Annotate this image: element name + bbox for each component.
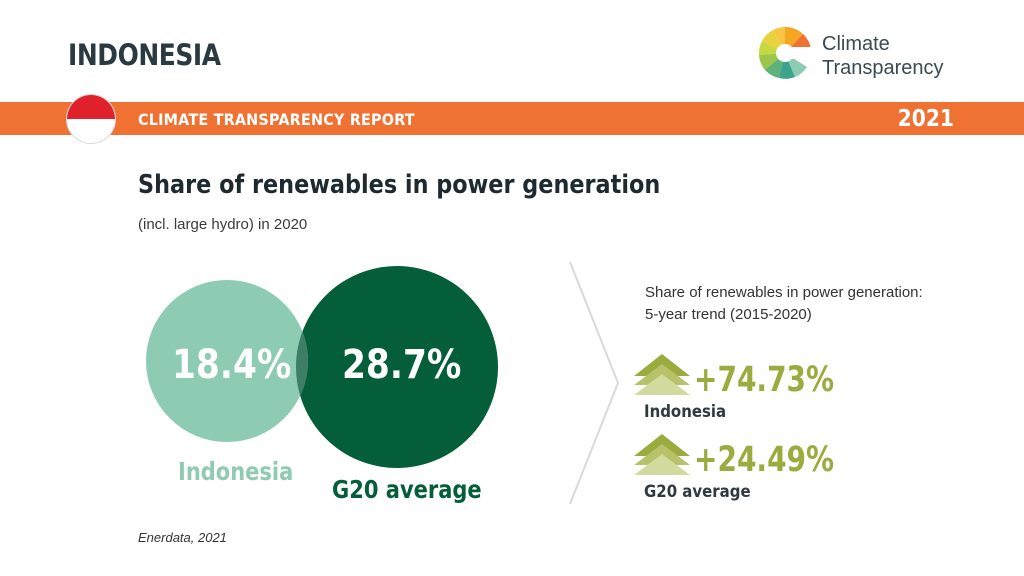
trend-item-g20: +24.49% G20 average <box>634 434 934 504</box>
logo-text-line1: Climate <box>822 33 890 55</box>
trend-value: +74.73% <box>694 360 835 400</box>
climate-transparency-logo: Climate Transparency <box>758 26 968 86</box>
up-arrow-icon <box>634 354 690 395</box>
indonesia-label: Indonesia <box>178 457 294 486</box>
indonesia-flag-icon <box>66 94 116 144</box>
country-title: INDONESIA <box>68 38 221 72</box>
indonesia-circle <box>146 280 308 442</box>
banner-title: CLIMATE TRANSPARENCY REPORT <box>138 110 415 129</box>
trend-label: Indonesia <box>644 402 727 422</box>
up-arrow-icon <box>634 434 690 475</box>
source-note: Enerdata, 2021 <box>138 530 227 545</box>
trend-title-line2: 5-year trend (2015-2020) <box>645 306 812 323</box>
chevron-divider <box>569 261 620 505</box>
trend-title: Share of renewables in power generation:… <box>645 282 985 326</box>
trend-label: G20 average <box>644 482 751 502</box>
venn-comparison: 18.4% 28.7% Indonesia G20 average <box>140 260 520 520</box>
flag-red-stripe <box>67 95 115 119</box>
report-banner: CLIMATE TRANSPARENCY REPORT 2021 <box>0 102 1024 135</box>
indonesia-value: 18.4% <box>172 342 292 388</box>
climate-transparency-logo-icon <box>758 26 812 79</box>
logo-text-line2: Transparency <box>822 57 944 79</box>
trend-value: +24.49% <box>694 440 835 480</box>
trend-title-line1: Share of renewables in power generation: <box>645 284 923 301</box>
g20-circle <box>296 266 498 468</box>
g20-value: 28.7% <box>342 342 462 388</box>
banner-year: 2021 <box>897 106 954 132</box>
chart-title: Share of renewables in power generation <box>138 170 661 200</box>
logo-text: Climate Transparency <box>822 32 944 80</box>
trend-item-indonesia: +74.73% Indonesia <box>634 354 934 424</box>
chart-subtitle: (incl. large hydro) in 2020 <box>138 216 308 233</box>
g20-label: G20 average <box>332 475 482 504</box>
